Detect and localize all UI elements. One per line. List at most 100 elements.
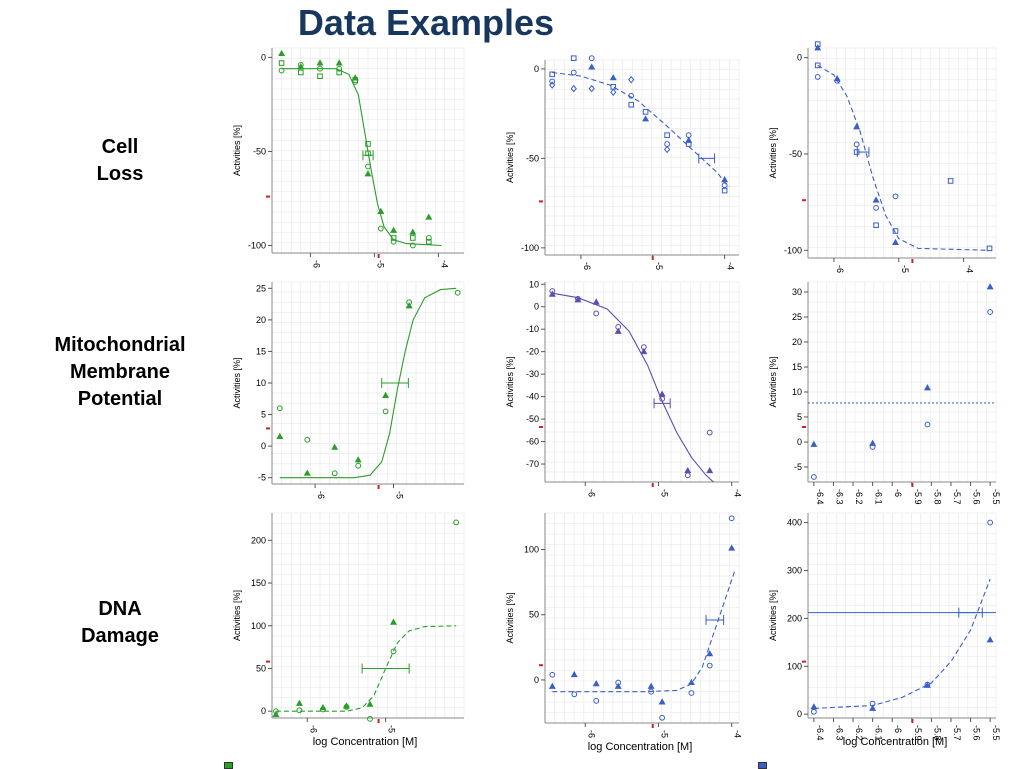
grid bbox=[807, 512, 997, 719]
data-point-square bbox=[873, 222, 879, 229]
data-point-circle bbox=[869, 444, 876, 450]
x-tick-label: -5 bbox=[375, 260, 385, 268]
data-point-circle bbox=[304, 436, 311, 443]
y-axis-label: Activities [%] bbox=[505, 592, 515, 643]
data-point-circle bbox=[924, 421, 931, 428]
data-point-square bbox=[685, 141, 692, 147]
data-point-square bbox=[336, 69, 343, 76]
data-point-triangle bbox=[872, 196, 880, 203]
data-point-circle bbox=[367, 715, 373, 722]
data-point-circle bbox=[331, 470, 338, 477]
data-point-triangle bbox=[869, 439, 877, 446]
y-axis-label: Activities [%] bbox=[768, 356, 778, 407]
y-tick-label: -10 bbox=[526, 324, 539, 334]
data-point-triangle bbox=[409, 228, 417, 235]
y-tick-label: 0 bbox=[261, 52, 266, 62]
data-point-circle bbox=[570, 69, 577, 76]
data-point-square bbox=[853, 149, 860, 155]
data-point-square bbox=[298, 69, 304, 76]
data-point-triangle bbox=[810, 703, 818, 710]
data-point-circle bbox=[409, 242, 416, 249]
data-point-triangle bbox=[366, 700, 374, 707]
data-point-triangle bbox=[303, 469, 311, 476]
data-point-square bbox=[947, 178, 954, 184]
data-point-circle bbox=[987, 309, 994, 315]
x-tick-label: -4 bbox=[733, 489, 743, 497]
data-point-triangle bbox=[986, 636, 994, 643]
data-point-triangle bbox=[684, 466, 692, 474]
y-tick-label: 10 bbox=[792, 387, 802, 397]
data-point-triangle bbox=[574, 296, 582, 303]
y-tick-label: -100 bbox=[784, 245, 802, 255]
data-point-triangle bbox=[592, 298, 600, 305]
y-tick-label: -100 bbox=[521, 243, 539, 253]
axis-marker bbox=[266, 427, 270, 430]
data-point-diamond bbox=[549, 81, 556, 89]
data-point-triangle bbox=[570, 670, 578, 678]
data-point-circle bbox=[297, 62, 304, 68]
axis-marker bbox=[266, 195, 270, 198]
x-tick-label: -6.1 bbox=[874, 489, 884, 505]
y-axis-label: Activities [%] bbox=[505, 356, 515, 407]
x-tick-label: -6 bbox=[308, 725, 318, 733]
data-point-circle bbox=[814, 73, 821, 80]
data-point-circle bbox=[873, 205, 879, 211]
x-tick-label: -4 bbox=[439, 260, 449, 268]
data-point-circle bbox=[355, 462, 362, 469]
data-point-square bbox=[317, 73, 323, 80]
y-tick-label: 0 bbox=[534, 675, 539, 685]
y-tick-label: 15 bbox=[792, 362, 802, 372]
data-point-square bbox=[426, 238, 432, 245]
data-point-circle bbox=[317, 65, 323, 72]
data-point-circle bbox=[853, 141, 860, 148]
y-tick-label: 20 bbox=[256, 315, 266, 325]
data-point-triangle bbox=[319, 703, 327, 711]
x-tick-label: -6.3 bbox=[834, 489, 844, 505]
grid bbox=[544, 281, 740, 483]
data-point-triangle bbox=[658, 390, 666, 397]
data-point-square bbox=[365, 150, 371, 157]
x-tick-label: -5.9 bbox=[913, 725, 923, 741]
axis-marker bbox=[539, 664, 543, 667]
x-tick-label: -6.3 bbox=[834, 725, 844, 741]
data-point-circle bbox=[382, 408, 389, 415]
x-tick-label: -6 bbox=[316, 491, 326, 499]
data-point-circle bbox=[390, 238, 397, 245]
data-point-triangle bbox=[640, 347, 648, 355]
fit-curve bbox=[817, 64, 990, 251]
x-tick-label: -4 bbox=[965, 265, 975, 273]
data-point-circle bbox=[549, 671, 556, 678]
axis-marker bbox=[802, 426, 806, 428]
fit-curve bbox=[552, 292, 714, 483]
grid bbox=[807, 281, 997, 483]
x-tick-label: -6.4 bbox=[815, 489, 825, 505]
y-tick-label: 0 bbox=[797, 53, 802, 63]
data-point-circle bbox=[706, 429, 713, 436]
axis-marker bbox=[911, 719, 914, 723]
data-point-triangle bbox=[892, 238, 899, 245]
axis-marker bbox=[651, 724, 654, 728]
x-tick-label: -6.1 bbox=[874, 725, 884, 741]
y-axis-label: Activities [%] bbox=[768, 590, 778, 641]
x-tick-label: -4 bbox=[726, 262, 736, 270]
y-tick-label: -40 bbox=[526, 392, 539, 402]
y-tick-label: 0 bbox=[534, 302, 539, 312]
axis-marker bbox=[539, 426, 543, 428]
y-tick-label: 0 bbox=[261, 441, 266, 451]
data-point-diamond bbox=[628, 75, 635, 84]
chart-8: 100 50 0 -6 -5 -4 Activities [%] bbox=[505, 512, 743, 738]
data-point-triangle bbox=[853, 123, 861, 130]
y-tick-label: 5 bbox=[261, 410, 266, 420]
x-tick-label: -6 bbox=[835, 265, 845, 273]
data-point-triangle bbox=[923, 681, 931, 688]
axis-marker bbox=[802, 199, 806, 202]
data-point-triangle bbox=[548, 682, 556, 689]
data-point-square bbox=[278, 60, 285, 66]
y-tick-label: 100 bbox=[251, 621, 266, 631]
data-point-triangle bbox=[389, 618, 397, 625]
row-label-dna-damage: DNA Damage bbox=[81, 598, 159, 647]
data-point-triangle bbox=[295, 699, 303, 706]
data-point-circle bbox=[834, 77, 841, 84]
y-tick-label: 15 bbox=[256, 346, 266, 356]
data-point-triangle bbox=[869, 704, 877, 711]
